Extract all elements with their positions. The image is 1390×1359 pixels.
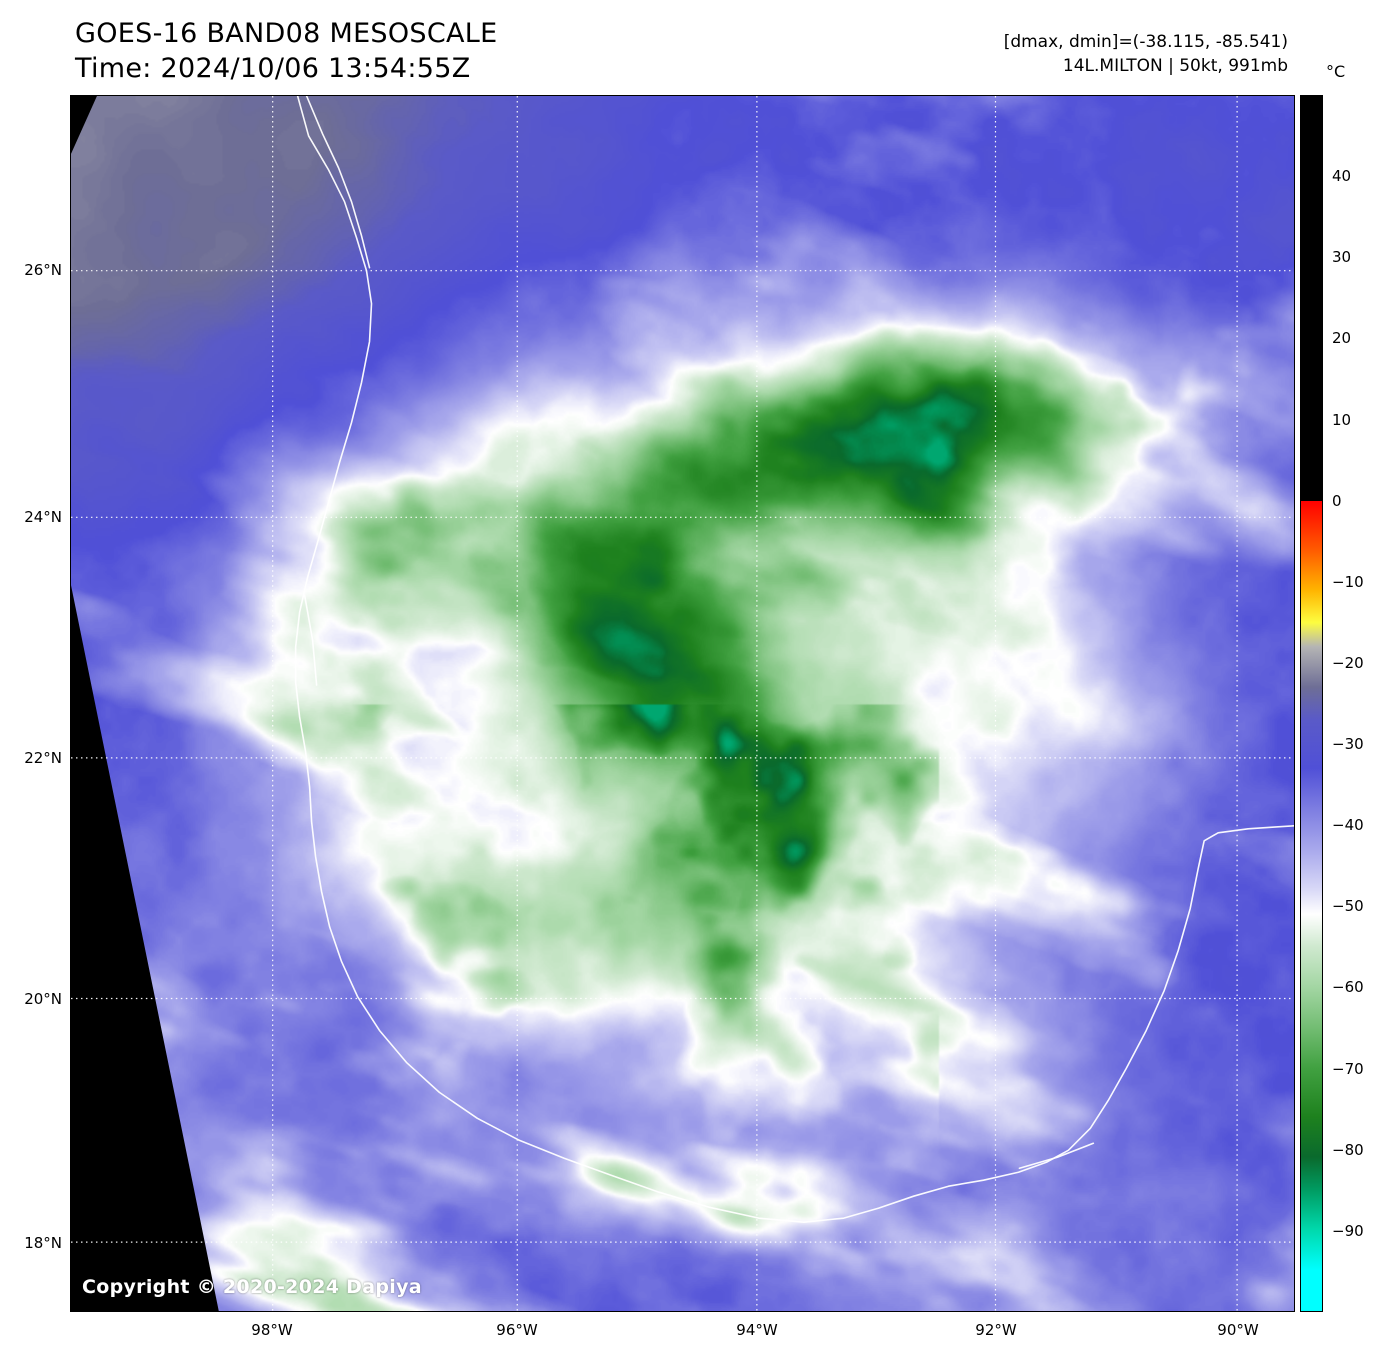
storm-info-label: 14L.MILTON | 50kt, 991mb	[1062, 56, 1288, 76]
colorbar-tick-label: −50	[1332, 897, 1364, 916]
colorbar-tick-label: −90	[1332, 1221, 1364, 1240]
page-title: GOES-16 BAND08 MESOSCALE	[75, 18, 498, 49]
colorbar-tick-label: 0	[1332, 491, 1342, 510]
colorbar	[1300, 95, 1323, 1312]
colorbar-tick-label: 30	[1332, 248, 1352, 267]
copyright-label: Copyright © 2020-2024 Dapiya	[82, 1276, 422, 1298]
latitude-tick-label: 20°N	[24, 990, 62, 1008]
colorbar-tick-label: 10	[1332, 410, 1352, 429]
colorbar-tick-label: 20	[1332, 329, 1352, 348]
longitude-tick-label: 90°W	[1217, 1321, 1259, 1339]
latitude-tick-label: 22°N	[24, 749, 62, 767]
latitude-tick-label: 26°N	[24, 261, 62, 279]
colorbar-unit-label: °C	[1326, 62, 1346, 81]
longitude-tick-label: 96°W	[496, 1321, 538, 1339]
colorbar-tick-label: −60	[1332, 978, 1364, 997]
time-label: Time: 2024/10/06 13:54:55Z	[75, 53, 471, 84]
longitude-tick-label: 98°W	[251, 1321, 293, 1339]
dmax-dmin-label: [dmax, dmin]=(-38.115, -85.541)	[1003, 32, 1288, 52]
colorbar-tick-label: 40	[1332, 167, 1352, 186]
colorbar-tick-label: −80	[1332, 1140, 1364, 1159]
satellite-map-panel: Copyright © 2020-2024 Dapiya	[70, 95, 1295, 1312]
colorbar-tick-label: −70	[1332, 1059, 1364, 1078]
colorbar-tick-label: −10	[1332, 572, 1364, 591]
longitude-tick-label: 92°W	[975, 1321, 1017, 1339]
colorbar-tick-label: −30	[1332, 735, 1364, 754]
latitude-tick-label: 24°N	[24, 508, 62, 526]
colorbar-tick-label: −40	[1332, 816, 1364, 835]
latitude-tick-label: 18°N	[24, 1234, 62, 1252]
satellite-imagery-canvas	[71, 96, 1294, 1311]
longitude-tick-label: 94°W	[736, 1321, 778, 1339]
colorbar-tick-label: −20	[1332, 653, 1364, 672]
